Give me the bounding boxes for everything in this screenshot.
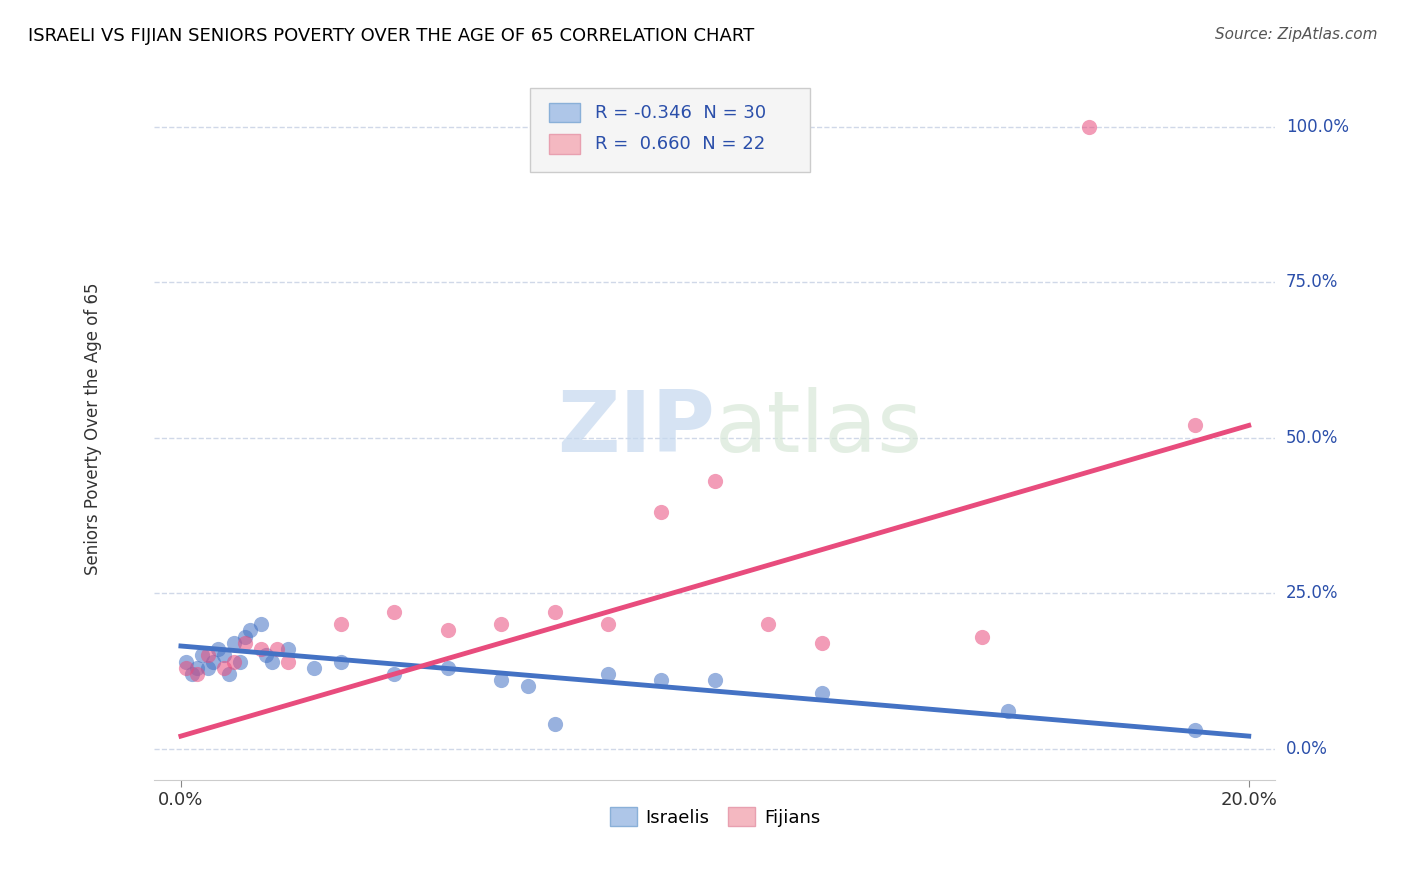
Point xyxy=(437,661,460,675)
Point xyxy=(186,667,208,681)
FancyBboxPatch shape xyxy=(530,88,810,172)
Text: Seniors Poverty Over the Age of 65: Seniors Poverty Over the Age of 65 xyxy=(83,282,101,574)
Point xyxy=(650,673,672,688)
Point xyxy=(437,624,460,638)
Point xyxy=(596,617,619,632)
Point xyxy=(218,667,240,681)
Point xyxy=(703,673,725,688)
Point xyxy=(228,655,250,669)
Point xyxy=(1184,723,1206,737)
Point xyxy=(997,704,1019,718)
Point xyxy=(239,624,262,638)
Text: 0.0%: 0.0% xyxy=(1286,739,1329,757)
Legend: Israelis, Fijians: Israelis, Fijians xyxy=(602,800,827,834)
Point xyxy=(250,617,273,632)
Point xyxy=(191,648,214,663)
Point xyxy=(186,661,208,675)
Point xyxy=(517,680,540,694)
Point xyxy=(491,673,513,688)
Text: R = -0.346  N = 30: R = -0.346 N = 30 xyxy=(595,103,766,121)
FancyBboxPatch shape xyxy=(548,103,581,122)
Point xyxy=(212,648,235,663)
Point xyxy=(330,617,353,632)
Point xyxy=(254,648,277,663)
Point xyxy=(277,642,299,657)
Point xyxy=(1184,418,1206,433)
Text: 50.0%: 50.0% xyxy=(1286,429,1339,447)
Point xyxy=(174,661,197,675)
Point xyxy=(207,642,229,657)
Text: atlas: atlas xyxy=(714,387,922,470)
Point xyxy=(384,605,406,619)
Point xyxy=(260,655,283,669)
Text: 100.0%: 100.0% xyxy=(1286,118,1350,136)
Point xyxy=(233,636,256,650)
Point xyxy=(703,475,725,489)
Point xyxy=(277,655,299,669)
Point xyxy=(330,655,353,669)
Text: 25.0%: 25.0% xyxy=(1286,584,1339,602)
Point xyxy=(970,630,993,644)
Point xyxy=(810,685,832,699)
Text: ISRAELI VS FIJIAN SENIORS POVERTY OVER THE AGE OF 65 CORRELATION CHART: ISRAELI VS FIJIAN SENIORS POVERTY OVER T… xyxy=(28,27,755,45)
Point xyxy=(224,655,246,669)
Point xyxy=(201,655,224,669)
Point xyxy=(543,716,565,731)
Text: 75.0%: 75.0% xyxy=(1286,274,1339,292)
Point xyxy=(810,636,832,650)
Point xyxy=(384,667,406,681)
Point xyxy=(543,605,565,619)
Point xyxy=(250,642,273,657)
FancyBboxPatch shape xyxy=(548,135,581,154)
Point xyxy=(233,630,256,644)
Point xyxy=(197,648,219,663)
Point xyxy=(266,642,288,657)
Point xyxy=(212,661,235,675)
Point xyxy=(224,636,246,650)
Point xyxy=(197,661,219,675)
Point xyxy=(596,667,619,681)
Point xyxy=(491,617,513,632)
Point xyxy=(174,655,197,669)
Text: ZIP: ZIP xyxy=(557,387,714,470)
Point xyxy=(1077,120,1099,135)
Point xyxy=(650,505,672,519)
Text: R =  0.660  N = 22: R = 0.660 N = 22 xyxy=(595,136,765,153)
Point xyxy=(304,661,326,675)
Point xyxy=(180,667,202,681)
Point xyxy=(756,617,779,632)
Text: Source: ZipAtlas.com: Source: ZipAtlas.com xyxy=(1215,27,1378,42)
